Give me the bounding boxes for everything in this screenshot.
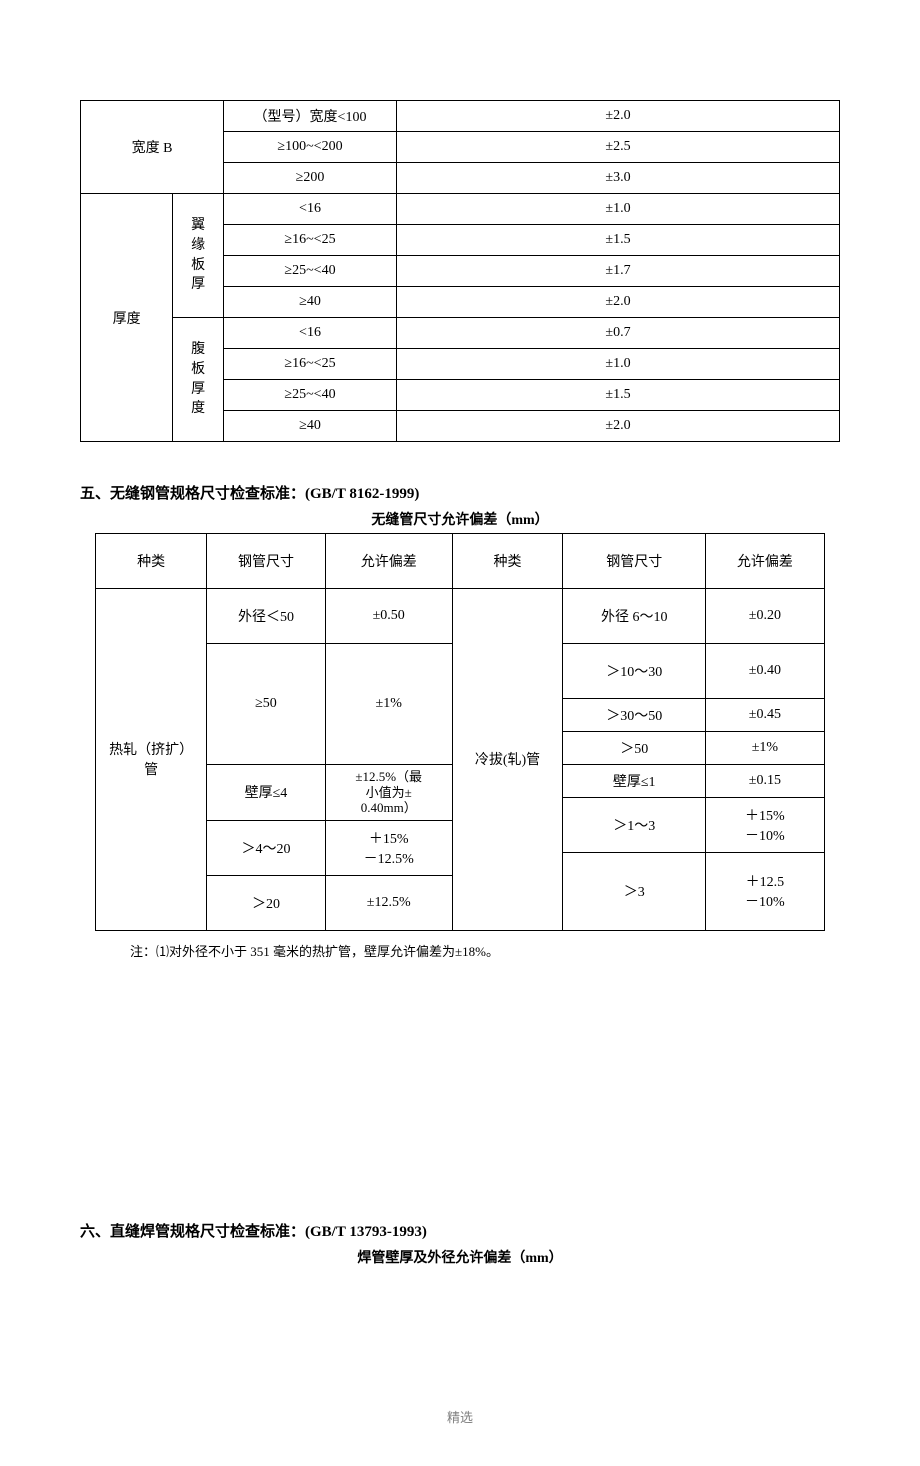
tol-cell: ±0.15 [705, 765, 824, 798]
cond-cell: ≥40 [224, 411, 397, 442]
size-cell: ＞3 [563, 853, 706, 931]
tol-cell: ±2.0 [397, 411, 840, 442]
cond-cell: ≥100~<200 [224, 132, 397, 163]
section5-caption: 无缝管尺寸允许偏差（mm） [80, 509, 840, 529]
size-cell: ＞10～30 [563, 644, 706, 699]
tol-cell: ±1.5 [397, 225, 840, 256]
tol-cell: ±0.7 [397, 318, 840, 349]
tol-cell: ＋12.5－10% [705, 853, 824, 931]
cond-cell: （型号）宽度<100 [224, 101, 397, 132]
section5-note: 注：⑴对外径不小于 351 毫米的热扩管，壁厚允许偏差为±18%。 [130, 941, 840, 960]
tol-cell: ±0.20 [705, 589, 824, 644]
cond-cell: <16 [224, 318, 397, 349]
tol-cell: ±1.7 [397, 256, 840, 287]
tol-cell: ±2.0 [397, 101, 840, 132]
web-label: 腹板厚度 [173, 318, 224, 442]
size-cell: 壁厚≤1 [563, 765, 706, 798]
size-cell: ＞20 [207, 875, 326, 930]
col-header: 钢管尺寸 [563, 534, 706, 589]
size-cell: 壁厚≤4 [207, 765, 326, 821]
tol-cell: ＋15%－10% [705, 798, 824, 853]
size-cell: ＞4～20 [207, 820, 326, 875]
cond-cell: ≥16~<25 [224, 349, 397, 380]
cond-cell: ≥40 [224, 287, 397, 318]
size-cell: 外径 6～10 [563, 589, 706, 644]
cond-cell: ≥25~<40 [224, 380, 397, 411]
width-thickness-table: 宽度 B （型号）宽度<100 ±2.0 ≥100~<200 ±2.5 ≥200… [80, 100, 840, 442]
tol-cell: ±1.0 [397, 194, 840, 225]
size-cell: ≥50 [207, 644, 326, 765]
width-b-label: 宽度 B [81, 101, 224, 194]
col-header: 钢管尺寸 [207, 534, 326, 589]
tol-cell: ±1% [325, 644, 452, 765]
size-cell: ＞50 [563, 732, 706, 765]
size-cell: ＞1～3 [563, 798, 706, 853]
col-header: 允许偏差 [325, 534, 452, 589]
tol-cell: ±3.0 [397, 163, 840, 194]
section6-title: 六、直缝焊管规格尺寸检查标准：(GB/T 13793-1993) [80, 1220, 840, 1241]
tol-cell: ±0.45 [705, 699, 824, 732]
thickness-label: 厚度 [81, 194, 173, 442]
cond-cell: ≥25~<40 [224, 256, 397, 287]
tol-cell: ±12.5% [325, 875, 452, 930]
cond-cell: <16 [224, 194, 397, 225]
page-footer: 精选 [80, 1407, 840, 1426]
section5-title: 五、无缝钢管规格尺寸检查标准：(GB/T 8162-1999) [80, 482, 840, 503]
col-header: 允许偏差 [705, 534, 824, 589]
tol-cell: ＋15%－12.5% [325, 820, 452, 875]
tol-cell: ±2.5 [397, 132, 840, 163]
size-cell: 外径＜50 [207, 589, 326, 644]
section6-caption: 焊管壁厚及外径允许偏差（mm） [80, 1247, 840, 1267]
col-header: 种类 [452, 534, 563, 589]
tol-cell: ±1% [705, 732, 824, 765]
cond-cell: ≥200 [224, 163, 397, 194]
tol-cell: ±0.50 [325, 589, 452, 644]
size-cell: ＞30～50 [563, 699, 706, 732]
tol-cell: ±1.5 [397, 380, 840, 411]
tol-cell: ±1.0 [397, 349, 840, 380]
tol-cell: ±2.0 [397, 287, 840, 318]
col-header: 种类 [96, 534, 207, 589]
left-type: 热轧（挤扩）管 [96, 589, 207, 931]
right-type: 冷拔(轧)管 [452, 589, 563, 931]
seamless-pipe-table: 种类 钢管尺寸 允许偏差 种类 钢管尺寸 允许偏差 热轧（挤扩）管 外径＜50 … [95, 533, 825, 931]
cond-cell: ≥16~<25 [224, 225, 397, 256]
tol-cell: ±12.5%（最小值为±0.40mm） [325, 765, 452, 821]
flange-label: 翼缘板厚 [173, 194, 224, 318]
tol-cell: ±0.40 [705, 644, 824, 699]
